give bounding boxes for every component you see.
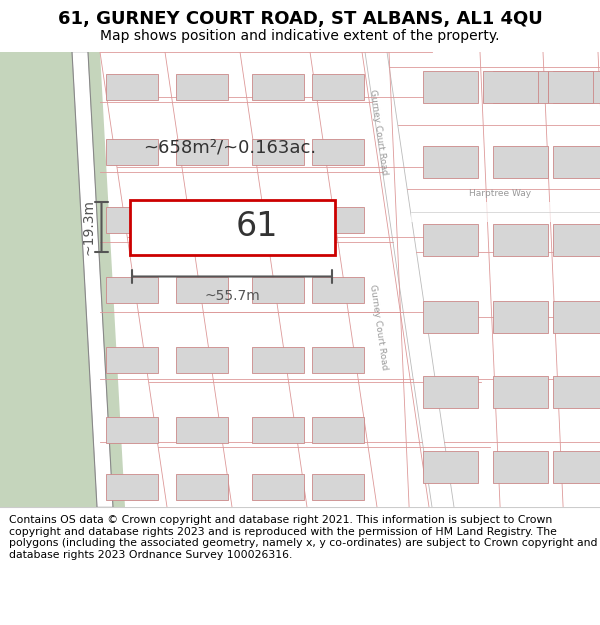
Text: Gurney Court Road: Gurney Court Road — [368, 89, 388, 176]
Polygon shape — [312, 74, 364, 100]
Polygon shape — [176, 347, 228, 373]
Text: ~19.3m: ~19.3m — [82, 199, 95, 255]
Polygon shape — [553, 71, 600, 103]
Polygon shape — [553, 451, 600, 483]
Text: ~55.7m: ~55.7m — [204, 289, 260, 302]
Polygon shape — [252, 474, 304, 500]
Polygon shape — [422, 376, 478, 408]
Polygon shape — [106, 347, 158, 373]
Polygon shape — [312, 347, 364, 373]
Polygon shape — [422, 146, 478, 178]
Text: Harptree Way: Harptree Way — [469, 189, 531, 199]
Text: 61: 61 — [236, 211, 278, 244]
Polygon shape — [312, 277, 364, 303]
Polygon shape — [553, 376, 600, 408]
Polygon shape — [422, 71, 478, 103]
Polygon shape — [176, 474, 228, 500]
Polygon shape — [106, 474, 158, 500]
Polygon shape — [252, 74, 304, 100]
Polygon shape — [493, 376, 548, 408]
Polygon shape — [252, 347, 304, 373]
Polygon shape — [422, 224, 478, 256]
Polygon shape — [312, 417, 364, 443]
Polygon shape — [252, 139, 304, 165]
Polygon shape — [422, 301, 478, 333]
Text: 61, GURNEY COURT ROAD, ST ALBANS, AL1 4QU: 61, GURNEY COURT ROAD, ST ALBANS, AL1 4Q… — [58, 11, 542, 28]
Polygon shape — [493, 301, 548, 333]
Polygon shape — [422, 451, 478, 483]
Polygon shape — [553, 146, 600, 178]
Polygon shape — [106, 207, 158, 233]
Polygon shape — [176, 139, 228, 165]
Polygon shape — [106, 277, 158, 303]
Polygon shape — [312, 139, 364, 165]
Text: Gurney Court Road: Gurney Court Road — [368, 284, 388, 371]
Polygon shape — [176, 207, 228, 233]
Polygon shape — [493, 146, 548, 178]
Polygon shape — [176, 74, 228, 100]
Polygon shape — [553, 224, 600, 256]
Polygon shape — [493, 71, 548, 103]
Polygon shape — [252, 277, 304, 303]
Polygon shape — [106, 139, 158, 165]
Polygon shape — [312, 474, 364, 500]
Polygon shape — [365, 52, 454, 507]
Polygon shape — [482, 71, 538, 103]
Polygon shape — [106, 74, 158, 100]
Polygon shape — [106, 417, 158, 443]
Polygon shape — [130, 199, 335, 254]
Polygon shape — [176, 417, 228, 443]
Polygon shape — [72, 52, 113, 507]
Polygon shape — [312, 207, 364, 233]
Polygon shape — [493, 451, 548, 483]
Polygon shape — [252, 207, 304, 233]
Polygon shape — [176, 277, 228, 303]
Polygon shape — [252, 417, 304, 443]
Polygon shape — [0, 52, 97, 507]
Polygon shape — [548, 71, 593, 103]
Text: Contains OS data © Crown copyright and database right 2021. This information is : Contains OS data © Crown copyright and d… — [9, 515, 598, 560]
Text: Map shows position and indicative extent of the property.: Map shows position and indicative extent… — [100, 29, 500, 42]
Polygon shape — [553, 301, 600, 333]
Polygon shape — [88, 52, 125, 507]
Polygon shape — [493, 224, 548, 256]
Text: ~658m²/~0.163ac.: ~658m²/~0.163ac. — [143, 138, 317, 156]
